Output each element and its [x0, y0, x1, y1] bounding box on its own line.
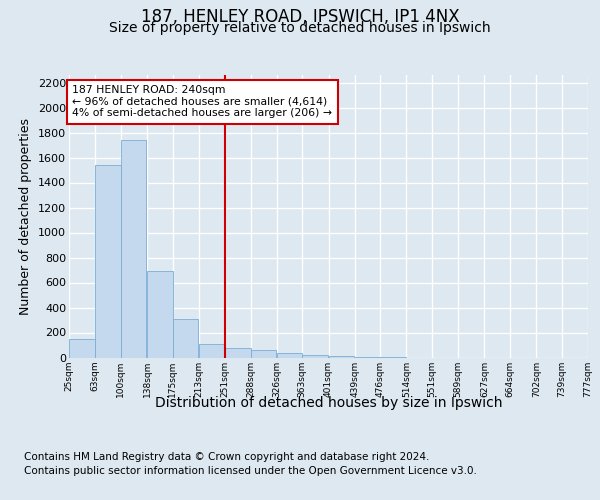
Bar: [147, 271, 173, 358]
Text: 187, HENLEY ROAD, IPSWICH, IP1 4NX: 187, HENLEY ROAD, IPSWICH, IP1 4NX: [140, 8, 460, 26]
Bar: [121, 140, 146, 358]
Bar: [225, 348, 251, 358]
Text: Contains HM Land Registry data © Crown copyright and database right 2024.: Contains HM Land Registry data © Crown c…: [24, 452, 430, 462]
Text: Contains public sector information licensed under the Open Government Licence v3: Contains public sector information licen…: [24, 466, 477, 476]
Bar: [380, 357, 406, 358]
Text: 187 HENLEY ROAD: 240sqm
← 96% of detached houses are smaller (4,614)
4% of semi-: 187 HENLEY ROAD: 240sqm ← 96% of detache…: [73, 85, 332, 118]
Text: Size of property relative to detached houses in Ipswich: Size of property relative to detached ho…: [109, 21, 491, 35]
Bar: [173, 319, 198, 358]
Bar: [329, 356, 354, 358]
Bar: [251, 350, 276, 358]
Bar: [277, 353, 302, 358]
Y-axis label: Number of detached properties: Number of detached properties: [19, 118, 32, 315]
Bar: [199, 344, 224, 358]
Bar: [69, 339, 95, 357]
Text: Distribution of detached houses by size in Ipswich: Distribution of detached houses by size …: [155, 396, 503, 409]
Bar: [355, 357, 380, 358]
Bar: [302, 355, 328, 358]
Bar: [95, 165, 121, 358]
